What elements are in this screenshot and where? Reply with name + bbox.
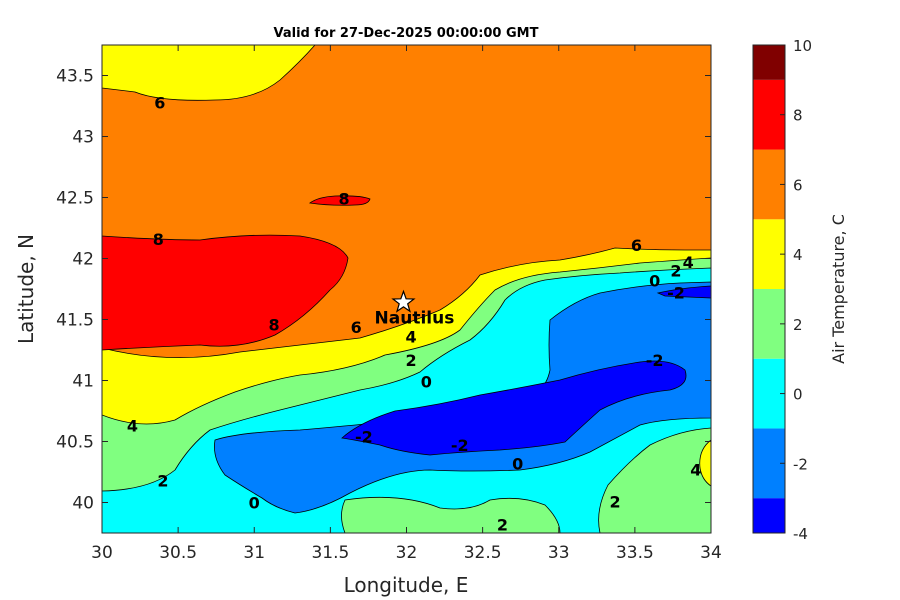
- colorbar: -4 -2 0 2 4 6 8 10: [752, 37, 812, 543]
- contour-label: 2: [405, 351, 416, 370]
- x-tick-label: 34: [700, 543, 722, 563]
- contour-fill-minus4-east: [656, 285, 711, 299]
- y-tick-label: 42: [72, 250, 94, 270]
- contour-label: 0: [421, 373, 432, 392]
- x-tick-label: 31.5: [311, 543, 349, 563]
- colorbar-band: [753, 358, 785, 429]
- colorbar-band: [753, 428, 785, 499]
- colorbar-band: [753, 289, 785, 359]
- y-tick-label: 41.5: [56, 311, 94, 331]
- colorbar-band: [753, 79, 785, 150]
- contour-fill-minus4: [341, 360, 687, 456]
- colorbar-label: Air Temperature, C: [829, 214, 848, 364]
- contour-label: 2: [670, 262, 681, 281]
- station-marker: Nautilus: [375, 289, 455, 328]
- contour-fill-8-west: [102, 234, 349, 351]
- x-tick-label: 31: [243, 543, 265, 563]
- y-tick-label: 40.5: [56, 433, 94, 453]
- contour-fill-4-southeast: [699, 439, 711, 487]
- x-axis-ticks: 30 30.5 31 31.5 32 32.5 33 33.5 34: [91, 45, 722, 563]
- contour-fill-2-south: [341, 496, 561, 533]
- colorbar-tick-label: 8: [793, 107, 803, 125]
- contour-fill-2-southeast: [598, 427, 711, 533]
- contour-label: -2: [355, 428, 373, 447]
- colorbar-band: [753, 149, 785, 220]
- x-tick-label: 30.5: [159, 543, 197, 563]
- station-label: Nautilus: [375, 308, 455, 328]
- contour-label: 4: [405, 328, 416, 347]
- contour-fill-4-top: [102, 45, 316, 101]
- contour-label: 2: [610, 492, 621, 511]
- colorbar-tick-label: -4: [793, 525, 808, 543]
- contour-label: 0: [649, 271, 660, 290]
- x-tick-label: 32.5: [464, 543, 502, 563]
- colorbar-tick-label: 2: [793, 316, 803, 334]
- contour-label: 0: [512, 454, 523, 473]
- colorbar-band: [753, 45, 785, 80]
- colorbar-tick-label: 10: [793, 37, 812, 55]
- contour-label: 6: [631, 236, 642, 255]
- star-icon: [391, 289, 416, 313]
- contour-label: 4: [683, 253, 694, 272]
- x-tick-label: 32: [396, 543, 418, 563]
- colorbar-band: [753, 219, 785, 289]
- contour-label: 2: [497, 515, 508, 534]
- contour-label: 2: [157, 472, 168, 491]
- y-tick-label: 41: [72, 372, 94, 392]
- colorbar-tick-label: 4: [793, 246, 803, 264]
- x-tick-label: 33: [548, 543, 570, 563]
- colorbar-tick-label: 6: [793, 176, 803, 194]
- contour-label: 4: [127, 417, 138, 436]
- contour-label: -2: [451, 436, 469, 455]
- contour-label: 4: [690, 461, 701, 480]
- contour-label: 6: [154, 93, 165, 112]
- contour-label: 8: [339, 190, 350, 209]
- contour-label: -2: [646, 351, 664, 370]
- y-tick-label: 43.5: [56, 67, 94, 87]
- contour-label: 8: [153, 230, 164, 249]
- y-tick-label: 42.5: [56, 189, 94, 209]
- x-tick-label: 30: [91, 543, 113, 563]
- contour-fill-8-small: [308, 195, 371, 206]
- plot-area: [102, 45, 711, 533]
- y-tick-label: 43: [72, 128, 94, 148]
- contour-label: -2: [667, 284, 685, 303]
- colorbar-tick-label: -2: [793, 455, 808, 473]
- chart-title: Valid for 27-Dec-2025 00:00:00 GMT: [274, 26, 539, 41]
- colorbar-tick-label: 0: [793, 386, 803, 404]
- colorbar-frame: [752, 44, 786, 534]
- x-axis-label: Longitude, E: [344, 573, 469, 597]
- contour-label: 0: [249, 494, 260, 513]
- contour-label: 8: [268, 315, 279, 334]
- x-tick-label: 33.5: [616, 543, 654, 563]
- y-axis-label: Latitude, N: [14, 234, 38, 344]
- y-tick-label: 40: [72, 494, 94, 514]
- contour-label: 6: [351, 318, 362, 337]
- colorbar-band: [753, 498, 785, 533]
